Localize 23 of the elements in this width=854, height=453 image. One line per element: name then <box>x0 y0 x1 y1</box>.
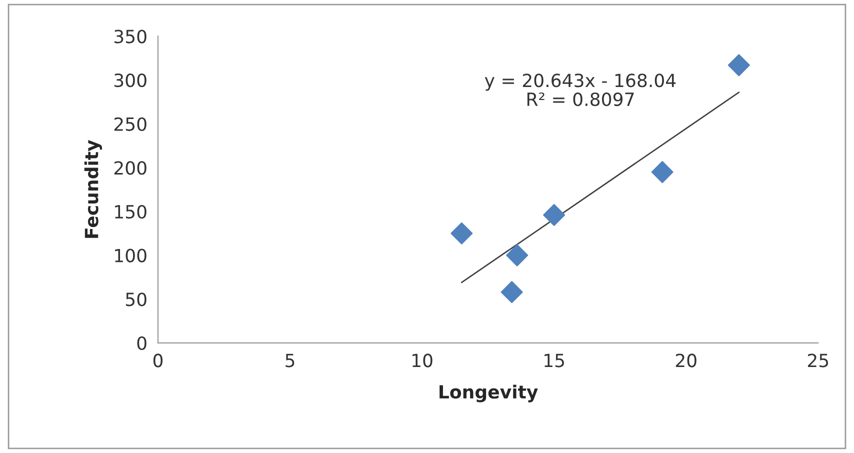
y-tick-label: 150 <box>115 204 146 219</box>
y-tick-label: 300 <box>114 74 146 88</box>
point <box>450 222 473 244</box>
x-tick-label: 10 <box>412 354 432 368</box>
annotation: y = 20.643x - 168.04 R² = 0.8097 <box>484 74 676 106</box>
y-tick-label: 0 <box>137 336 146 350</box>
y-tick-label: 100 <box>115 248 146 262</box>
y-tick-label: 250 <box>114 117 146 131</box>
y-tick-label: 200 <box>114 161 146 175</box>
point <box>500 281 523 304</box>
point <box>651 161 674 184</box>
x-tick-label: 25 <box>808 354 828 368</box>
y-tick-label: 350 <box>114 30 146 44</box>
point <box>728 54 750 76</box>
x-tick-label: 20 <box>676 354 696 368</box>
x-tick-label: 15 <box>544 354 564 368</box>
x-axis-title: Longevity <box>440 384 538 402</box>
x-tick-label: 0 <box>153 354 163 368</box>
y-axis-title: Fecundity <box>84 140 102 238</box>
x-tick-label: 5 <box>286 354 294 368</box>
point <box>543 204 566 226</box>
point <box>506 244 528 266</box>
y-tick-label: 50 <box>126 292 146 306</box>
